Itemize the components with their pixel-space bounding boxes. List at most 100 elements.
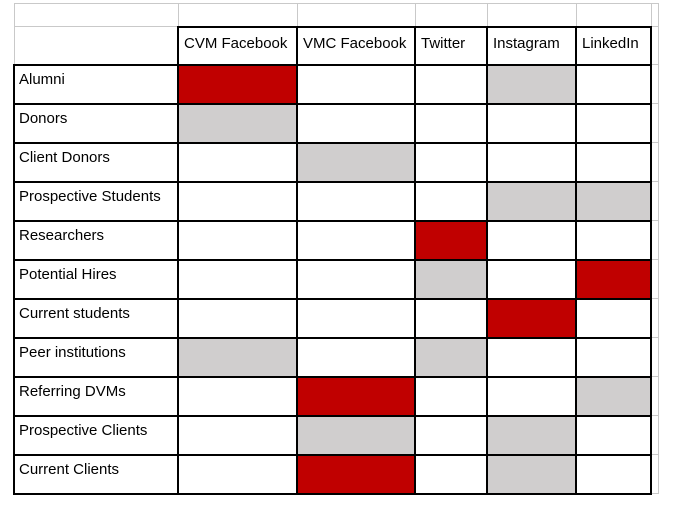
row-label-donors[interactable]: Donors <box>13 102 179 144</box>
matrix-cell[interactable] <box>177 141 298 183</box>
column-header-linkedin[interactable]: LinkedIn <box>575 25 652 66</box>
gridline-cell <box>650 454 659 494</box>
matrix-cell[interactable] <box>414 63 488 105</box>
row-label-potential-hires[interactable]: Potential Hires <box>13 258 179 300</box>
table-row: Referring DVMs <box>13 375 659 417</box>
matrix-cell[interactable] <box>575 219 652 261</box>
table-row: Prospective Clients <box>13 414 659 456</box>
matrix-cell[interactable] <box>486 219 577 261</box>
row-label-prospective-students[interactable]: Prospective Students <box>13 180 179 222</box>
gridline-cell <box>650 337 659 377</box>
gridline-cell <box>650 3 659 27</box>
matrix-cell[interactable] <box>296 375 416 417</box>
gridline-cell <box>650 259 659 299</box>
matrix-cell[interactable] <box>575 258 652 300</box>
table-row: Alumni <box>13 63 659 105</box>
row-label-current-clients[interactable]: Current Clients <box>13 453 179 495</box>
matrix-cell[interactable] <box>575 453 652 495</box>
gridline-cell <box>650 26 659 65</box>
row-label-current-students[interactable]: Current students <box>13 297 179 339</box>
matrix-cell[interactable] <box>296 219 416 261</box>
matrix-cell[interactable] <box>575 336 652 378</box>
matrix-cell[interactable] <box>177 453 298 495</box>
gridline-cell <box>650 103 659 143</box>
matrix-cell[interactable] <box>486 297 577 339</box>
matrix-cell[interactable] <box>575 375 652 417</box>
gridline-cell <box>575 3 652 27</box>
column-header-instagram[interactable]: Instagram <box>486 25 577 66</box>
matrix-cell[interactable] <box>177 297 298 339</box>
matrix-cell[interactable] <box>296 63 416 105</box>
matrix-cell[interactable] <box>177 63 298 105</box>
matrix-cell[interactable] <box>486 102 577 144</box>
table-row: Peer institutions <box>13 336 659 378</box>
matrix-cell[interactable] <box>575 297 652 339</box>
gridline-cell <box>650 142 659 182</box>
row-label-prospective-clients[interactable]: Prospective Clients <box>13 414 179 456</box>
gridline-cell <box>650 181 659 221</box>
matrix-cell[interactable] <box>177 180 298 222</box>
matrix-cell[interactable] <box>414 375 488 417</box>
matrix-cell[interactable] <box>486 375 577 417</box>
matrix-cell[interactable] <box>296 297 416 339</box>
matrix-cell[interactable] <box>575 180 652 222</box>
matrix-cell[interactable] <box>486 336 577 378</box>
matrix-cell[interactable] <box>575 102 652 144</box>
matrix-cell[interactable] <box>177 219 298 261</box>
matrix-cell[interactable] <box>486 63 577 105</box>
gridline-cell <box>650 376 659 416</box>
matrix-cell[interactable] <box>486 258 577 300</box>
matrix-cell[interactable] <box>177 336 298 378</box>
matrix-cell[interactable] <box>486 180 577 222</box>
gridline-cell <box>296 3 416 27</box>
matrix-cell[interactable] <box>575 141 652 183</box>
gridline-cell <box>650 415 659 455</box>
corner-cell <box>13 26 178 65</box>
gridline-cell <box>177 3 298 27</box>
matrix-cell[interactable] <box>177 102 298 144</box>
matrix-cell[interactable] <box>177 258 298 300</box>
audience-channel-matrix: CVM Facebook VMC Facebook Twitter Instagram… <box>13 3 659 495</box>
row-label-alumni[interactable]: Alumni <box>13 63 179 105</box>
matrix-cell[interactable] <box>296 180 416 222</box>
matrix-cell[interactable] <box>177 414 298 456</box>
column-header-twitter[interactable]: Twitter <box>414 25 488 66</box>
table-row: Client Donors <box>13 141 659 183</box>
row-label-referring-dvms[interactable]: Referring DVMs <box>13 375 179 417</box>
matrix-cell[interactable] <box>296 414 416 456</box>
matrix-cell[interactable] <box>414 141 488 183</box>
column-header-cvm-facebook[interactable]: CVM Facebook <box>177 25 298 66</box>
matrix-cell[interactable] <box>296 453 416 495</box>
matrix-cell[interactable] <box>414 102 488 144</box>
matrix-cell[interactable] <box>575 414 652 456</box>
matrix-cell[interactable] <box>575 63 652 105</box>
matrix-cell[interactable] <box>486 141 577 183</box>
matrix-cell[interactable] <box>177 375 298 417</box>
gridline-cell <box>650 64 659 104</box>
matrix-cell[interactable] <box>414 453 488 495</box>
matrix-cell[interactable] <box>486 414 577 456</box>
matrix-cell[interactable] <box>486 453 577 495</box>
table-row: Current students <box>13 297 659 339</box>
matrix-cell[interactable] <box>296 141 416 183</box>
matrix-cell[interactable] <box>414 336 488 378</box>
table-row: Researchers <box>13 219 659 261</box>
matrix-cell[interactable] <box>296 102 416 144</box>
column-header-vmc-facebook[interactable]: VMC Facebook <box>296 25 416 66</box>
matrix-cell[interactable] <box>414 414 488 456</box>
table-row: Potential Hires <box>13 258 659 300</box>
gridline-cell <box>13 3 179 27</box>
row-label-peer-institutions[interactable]: Peer institutions <box>13 336 179 378</box>
gridline-cell <box>486 3 577 27</box>
gridline-cell <box>650 298 659 338</box>
row-label-client-donors[interactable]: Client Donors <box>13 141 179 183</box>
table-row: Prospective Students <box>13 180 659 222</box>
matrix-cell[interactable] <box>296 258 416 300</box>
matrix-cell[interactable] <box>414 297 488 339</box>
matrix-cell[interactable] <box>414 258 488 300</box>
matrix-cell[interactable] <box>414 219 488 261</box>
matrix-cell[interactable] <box>296 336 416 378</box>
row-label-researchers[interactable]: Researchers <box>13 219 179 261</box>
matrix-cell[interactable] <box>414 180 488 222</box>
